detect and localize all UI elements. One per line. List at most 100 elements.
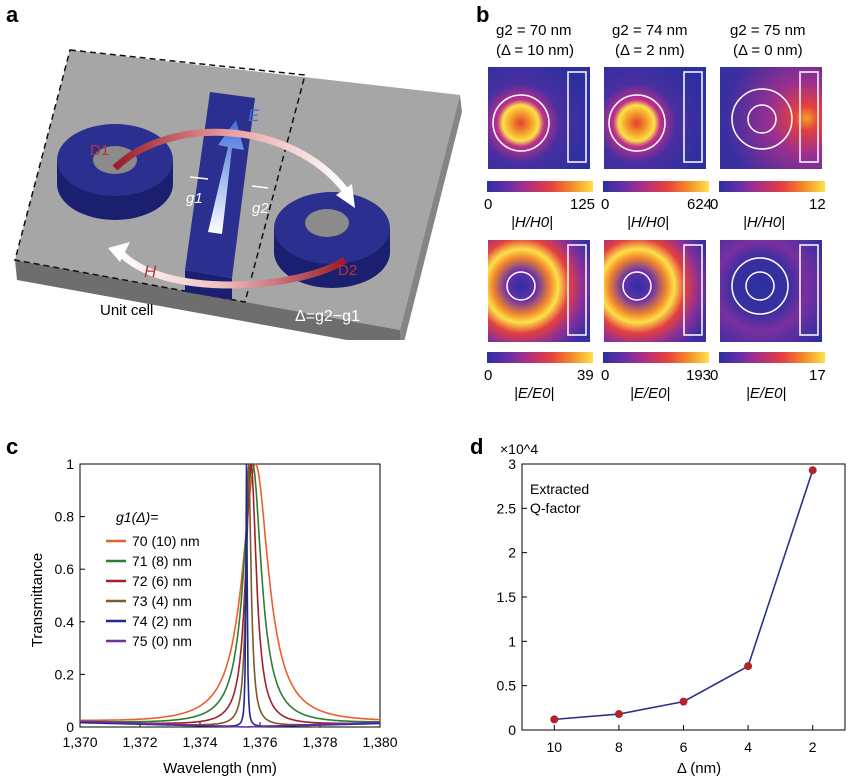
panel-d-label: d [470,434,484,459]
chart-c-legend-title: g1(Δ)= [116,509,158,525]
chart-d-line [554,469,814,721]
chart-d-point [679,697,688,706]
chart-c-xtick-label: 1,378 [302,734,337,750]
e-quantity-1: |E/E0| [514,385,555,402]
chart-d-xtick-label: 4 [744,739,752,755]
col1-delta-label: (Δ = 10 nm) [496,42,574,59]
h-field-arrow-bottom [115,247,347,289]
chart-c-ytick-label: 0.4 [55,614,75,630]
e-quantity-2: |E/E0| [630,385,671,402]
chart-c-xtick-label: 1,374 [182,734,217,750]
e-colorbar-2 [603,352,709,363]
h-quantity-2: |H/H0| [627,214,669,231]
e-colorbar-1 [487,352,593,363]
chart-c-xtick-label: 1,376 [242,734,277,750]
h-field-map-1 [488,67,590,169]
h-scale-max-1: 125 [570,196,596,213]
chart-c-legend-entry: 73 (4) nm [132,593,192,609]
chart-c-ytick-label: 0 [66,719,74,735]
h-scale-min-1: 0 [484,196,493,213]
q-factor-chart: ×10^4 Δ (nm) Extracted Q-factor 10 8 6 4 2 0 0.… [497,441,846,777]
e-field-map-1 [488,240,590,342]
h-colorbar-2 [603,181,709,192]
chart-c-series-line [80,463,380,725]
h-scale-max-2: 624 [687,196,713,213]
chart-d-xtick-label: 8 [615,739,623,755]
chart-c-xtick-label: 1,370 [62,734,97,750]
chart-d-ytick-label: 0.5 [497,678,517,694]
chart-c-xlabel: Wavelength (nm) [163,760,277,777]
h-quantity-1: |H/H0| [511,214,553,231]
g2-label: g2 [252,200,269,217]
h-scale-max-3: 12 [809,196,826,213]
chart-c-legend-entry: 75 (0) nm [132,633,192,649]
e-field-map-3 [720,240,822,342]
chart-d-point [744,662,753,671]
e-colorbar-3 [719,352,825,363]
chart-d-annotation: Extracted Q-factor [530,481,589,516]
chart-d-xlabel: Δ (nm) [677,760,721,777]
chart-d-ytick-label: 0 [508,722,516,738]
h-colorbar-3 [719,181,825,192]
d2-label: D2 [338,262,358,279]
delta-formula: Δ=g2−g1 [295,308,360,325]
chart-c-legend-entry: 70 (10) nm [132,533,200,549]
col3-g2-label: g2 = 75 nm [730,22,806,39]
h-scale-min-3: 0 [710,196,719,213]
chart-c-ytick-label: 0.2 [55,666,75,682]
h-field-arrow-top [112,128,348,193]
metamaterial-schematic [14,49,462,340]
e-scale-min-2: 0 [601,367,610,384]
chart-d-xtick-label: 10 [547,739,563,755]
col1-g2-label: g2 = 70 nm [496,22,572,39]
substrate-side-left [15,260,401,340]
panel-a-label: a [6,2,19,27]
chart-d-xtick-label: 2 [809,739,817,755]
chart-c-series-line [80,462,380,723]
chart-c-ytick-label: 1 [66,456,74,472]
col3-delta-label: (Δ = 0 nm) [733,42,803,59]
chart-d-ytick-label: 2 [508,545,516,561]
chart-d-ytick-label: 3 [508,456,516,472]
col2-delta-label: (Δ = 2 nm) [615,42,685,59]
unit-cell-outline [14,49,306,303]
chart-d-point [614,710,623,719]
e-quantity-3: |E/E0| [746,385,787,402]
chart-c-legend-entry: 71 (8) nm [132,553,192,569]
chart-c-frame [79,463,381,728]
h-field-label: H [144,262,157,281]
chart-c-xtick-label: 1,372 [122,734,157,750]
e-field-label: E [248,106,260,125]
g1-label: g1 [186,190,203,207]
e-scale-max-3: 17 [809,367,826,384]
transmittance-chart: Transmittance Wavelength (nm) g1(Δ)= 1,3… [29,456,398,777]
panel-b-label: b [476,2,490,27]
e-field-arrow [208,120,244,234]
chart-c-legend-entry: 74 (2) nm [132,613,192,629]
e-scale-max-1: 39 [577,367,594,384]
chart-c-series-line [80,462,380,722]
h-colorbar-1 [487,181,593,192]
chart-d-ytick-label: 2.5 [497,500,517,516]
d1-label: D1 [90,142,110,159]
chart-c-series-line [80,464,380,726]
chart-d-point [808,466,817,475]
chart-c-xtick-label: 1,380 [362,734,397,750]
substrate-side-right [400,95,462,340]
chart-c-ytick-label: 0.8 [55,509,75,525]
chart-c-legend-entry: 72 (6) nm [132,573,192,589]
chart-c-series-line [80,463,380,727]
chart-c-ytick-label: 0.6 [55,561,75,577]
e-field-map-2 [604,240,706,342]
h-quantity-3: |H/H0| [743,214,785,231]
chart-c-series-line [80,720,380,728]
chart-d-multiplier: ×10^4 [500,441,538,457]
chart-d-ytick-label: 1 [508,633,516,649]
chart-c-ylabel: Transmittance [29,553,46,647]
unit-cell-label: Unit cell [100,302,154,319]
col2-g2-label: g2 = 74 nm [612,22,688,39]
h-field-map-3 [720,67,822,169]
h-field-map-2 [604,67,706,169]
e-scale-min-3: 0 [710,367,719,384]
e-scale-max-2: 193 [686,367,712,384]
